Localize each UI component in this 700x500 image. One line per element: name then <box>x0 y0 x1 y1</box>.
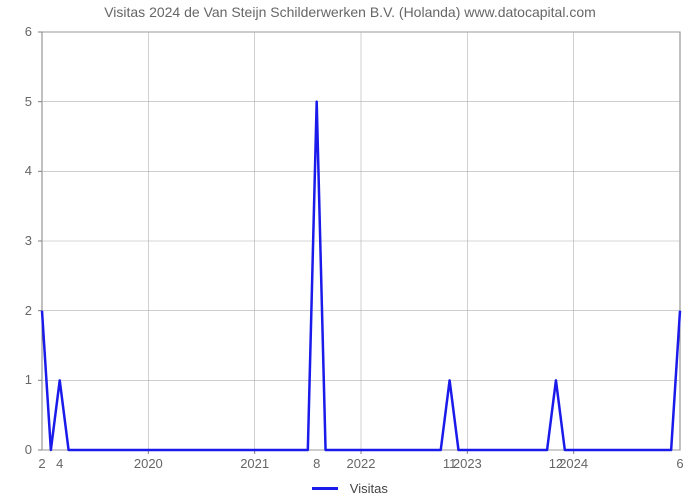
y-tick-label: 2 <box>18 303 32 318</box>
chart-svg <box>36 26 686 456</box>
y-tick-label: 5 <box>18 94 32 109</box>
chart-title: Visitas 2024 de Van Steijn Schilderwerke… <box>0 4 700 20</box>
legend-swatch <box>312 487 338 490</box>
legend-label: Visitas <box>350 481 388 496</box>
data-callout: 4 <box>50 456 70 471</box>
y-tick-label: 1 <box>18 372 32 387</box>
legend: Visitas <box>0 480 700 496</box>
y-tick-label: 3 <box>18 233 32 248</box>
data-callout: 12 <box>546 456 566 471</box>
data-callout: 11 <box>440 456 460 471</box>
x-tick-label: 2020 <box>128 456 168 471</box>
x-tick-label: 2022 <box>341 456 381 471</box>
x-tick-label: 2021 <box>235 456 275 471</box>
chart-plot-area <box>36 26 686 456</box>
data-callout: 8 <box>307 456 327 471</box>
y-tick-label: 0 <box>18 442 32 457</box>
y-tick-label: 6 <box>18 24 32 39</box>
data-callout: 6 <box>670 456 690 471</box>
y-tick-label: 4 <box>18 163 32 178</box>
